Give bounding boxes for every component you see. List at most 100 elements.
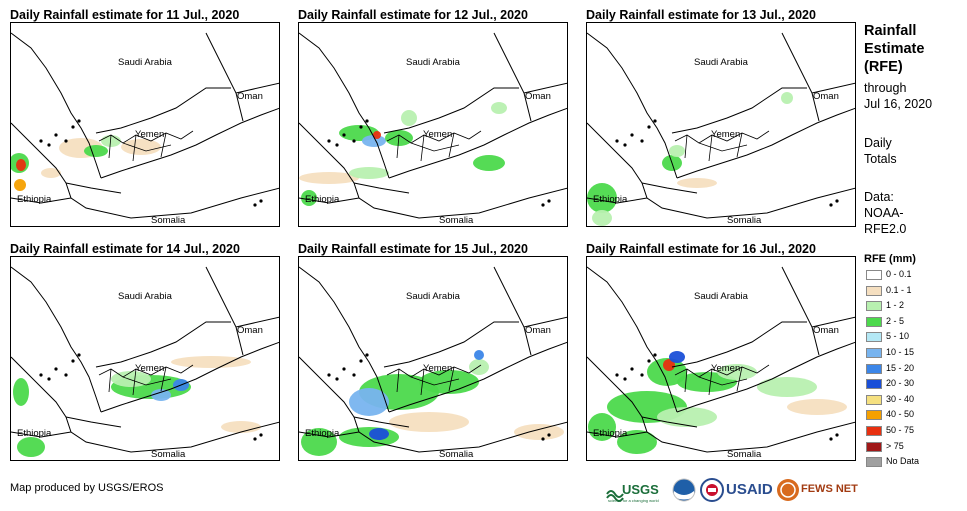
country-label-oman: Oman (525, 91, 551, 102)
island (640, 373, 644, 377)
rainfall-map (587, 32, 855, 226)
island (39, 373, 43, 377)
rainfall-area (349, 388, 389, 416)
admin-boundary (674, 130, 770, 162)
border-line (11, 266, 102, 413)
legend-swatch (866, 394, 882, 405)
border-line (383, 87, 519, 134)
island (71, 125, 75, 129)
island (335, 377, 339, 381)
border-line (100, 341, 279, 413)
rainfall-area (617, 430, 657, 454)
map-frame: Saudi Arabia Oman Yemen Ethiopia Somalia (586, 22, 856, 227)
map-frame: Saudi Arabia Oman Yemen Ethiopia Somalia (298, 256, 568, 461)
island (829, 203, 833, 207)
country-label-somalia: Somalia (151, 215, 186, 226)
country-label-ethiopia: Ethiopia (305, 428, 340, 439)
border-line (299, 32, 390, 179)
island (342, 367, 346, 371)
usaid-logo: USAID (726, 481, 773, 499)
border-line (781, 32, 820, 122)
rainfall-area (717, 364, 757, 380)
island (541, 437, 545, 441)
country-label-oman: Oman (813, 91, 839, 102)
island (352, 373, 356, 377)
legend-label: No Data (886, 456, 920, 467)
legend-label: 2 - 5 (886, 315, 905, 326)
rainfall-area (787, 399, 847, 415)
legend-label: 10 - 15 (886, 346, 915, 357)
admin-boundary (386, 130, 482, 162)
island (259, 199, 263, 203)
legend-label: 0.1 - 1 (886, 284, 912, 295)
border-line (671, 321, 807, 368)
legend-label: 5 - 10 (886, 331, 910, 342)
rainfall-area (221, 421, 261, 433)
border-line (353, 416, 410, 428)
sidebar-title: Rainfall Estimate (RFE) (864, 22, 924, 76)
country-label-ethiopia: Ethiopia (17, 428, 52, 439)
legend-label: > 75 (886, 440, 904, 451)
island (259, 433, 263, 437)
country-label-yemen: Yemen (711, 129, 741, 140)
border-line (95, 321, 231, 368)
totals-label: Totals (864, 152, 897, 166)
island (365, 353, 369, 357)
fewsnet-logo: FEWS NET (776, 478, 858, 507)
panel-title: Daily Rainfall estimate for 16 Jul., 202… (586, 242, 816, 256)
rainfall-area (16, 159, 26, 171)
admin-boundary (98, 130, 194, 162)
border-line (493, 266, 532, 356)
border-line (235, 82, 279, 94)
country-label-yemen: Yemen (135, 363, 165, 374)
data-source: Data: NOAA- RFE2.0 (864, 189, 906, 237)
source-line: RFE2.0 (864, 222, 907, 236)
island (54, 133, 58, 137)
panel-title: Daily Rainfall estimate for 13 Jul., 202… (586, 8, 816, 22)
island (615, 139, 619, 143)
rainfall-area (14, 179, 26, 191)
fewsnet-wordmark: FEWS NET (801, 483, 858, 495)
noaa-icon (672, 478, 696, 507)
country-label-somalia: Somalia (439, 449, 474, 460)
usgs-wave-icon (606, 490, 624, 502)
island (623, 377, 627, 381)
island (39, 139, 43, 143)
border-line (523, 82, 567, 94)
island (829, 437, 833, 441)
title-line: Estimate (864, 41, 925, 57)
title-line: Rainfall (864, 23, 917, 39)
island (547, 433, 551, 437)
rainfall-area (491, 102, 507, 114)
rainfall-map (299, 32, 567, 219)
island (835, 199, 839, 203)
island (541, 203, 545, 207)
rainfall-area (171, 356, 251, 368)
daily-totals: Daily Totals (864, 135, 897, 167)
island (640, 139, 644, 143)
legend-label: 1 - 2 (886, 300, 905, 311)
island (54, 367, 58, 371)
border-line (235, 316, 279, 328)
legend-title: RFE (mm) (864, 253, 916, 265)
island (64, 139, 68, 143)
country-label-ethiopia: Ethiopia (593, 194, 628, 205)
rainfall-area (669, 351, 685, 363)
fewsnet-globe-icon (777, 479, 799, 501)
map-frame: Saudi Arabia Oman Yemen Ethiopia Somalia (586, 256, 856, 461)
country-label-ethiopia: Ethiopia (593, 428, 628, 439)
island (77, 119, 81, 123)
legend-swatch (866, 332, 882, 343)
border-line (781, 266, 820, 356)
source-line: NOAA- (864, 206, 904, 220)
rainfall-area (121, 139, 161, 155)
rainfall-area (474, 350, 484, 360)
map-frame: Saudi Arabia Oman Yemen Ethiopia Somalia (10, 256, 280, 461)
island (647, 125, 651, 129)
rainfall-area (151, 389, 171, 401)
rainfall-area (299, 172, 359, 184)
country-label-saudi-arabia: Saudi Arabia (118, 57, 172, 68)
rainfall-map (11, 266, 279, 457)
admin-boundary (98, 364, 194, 396)
border-line (587, 266, 678, 413)
